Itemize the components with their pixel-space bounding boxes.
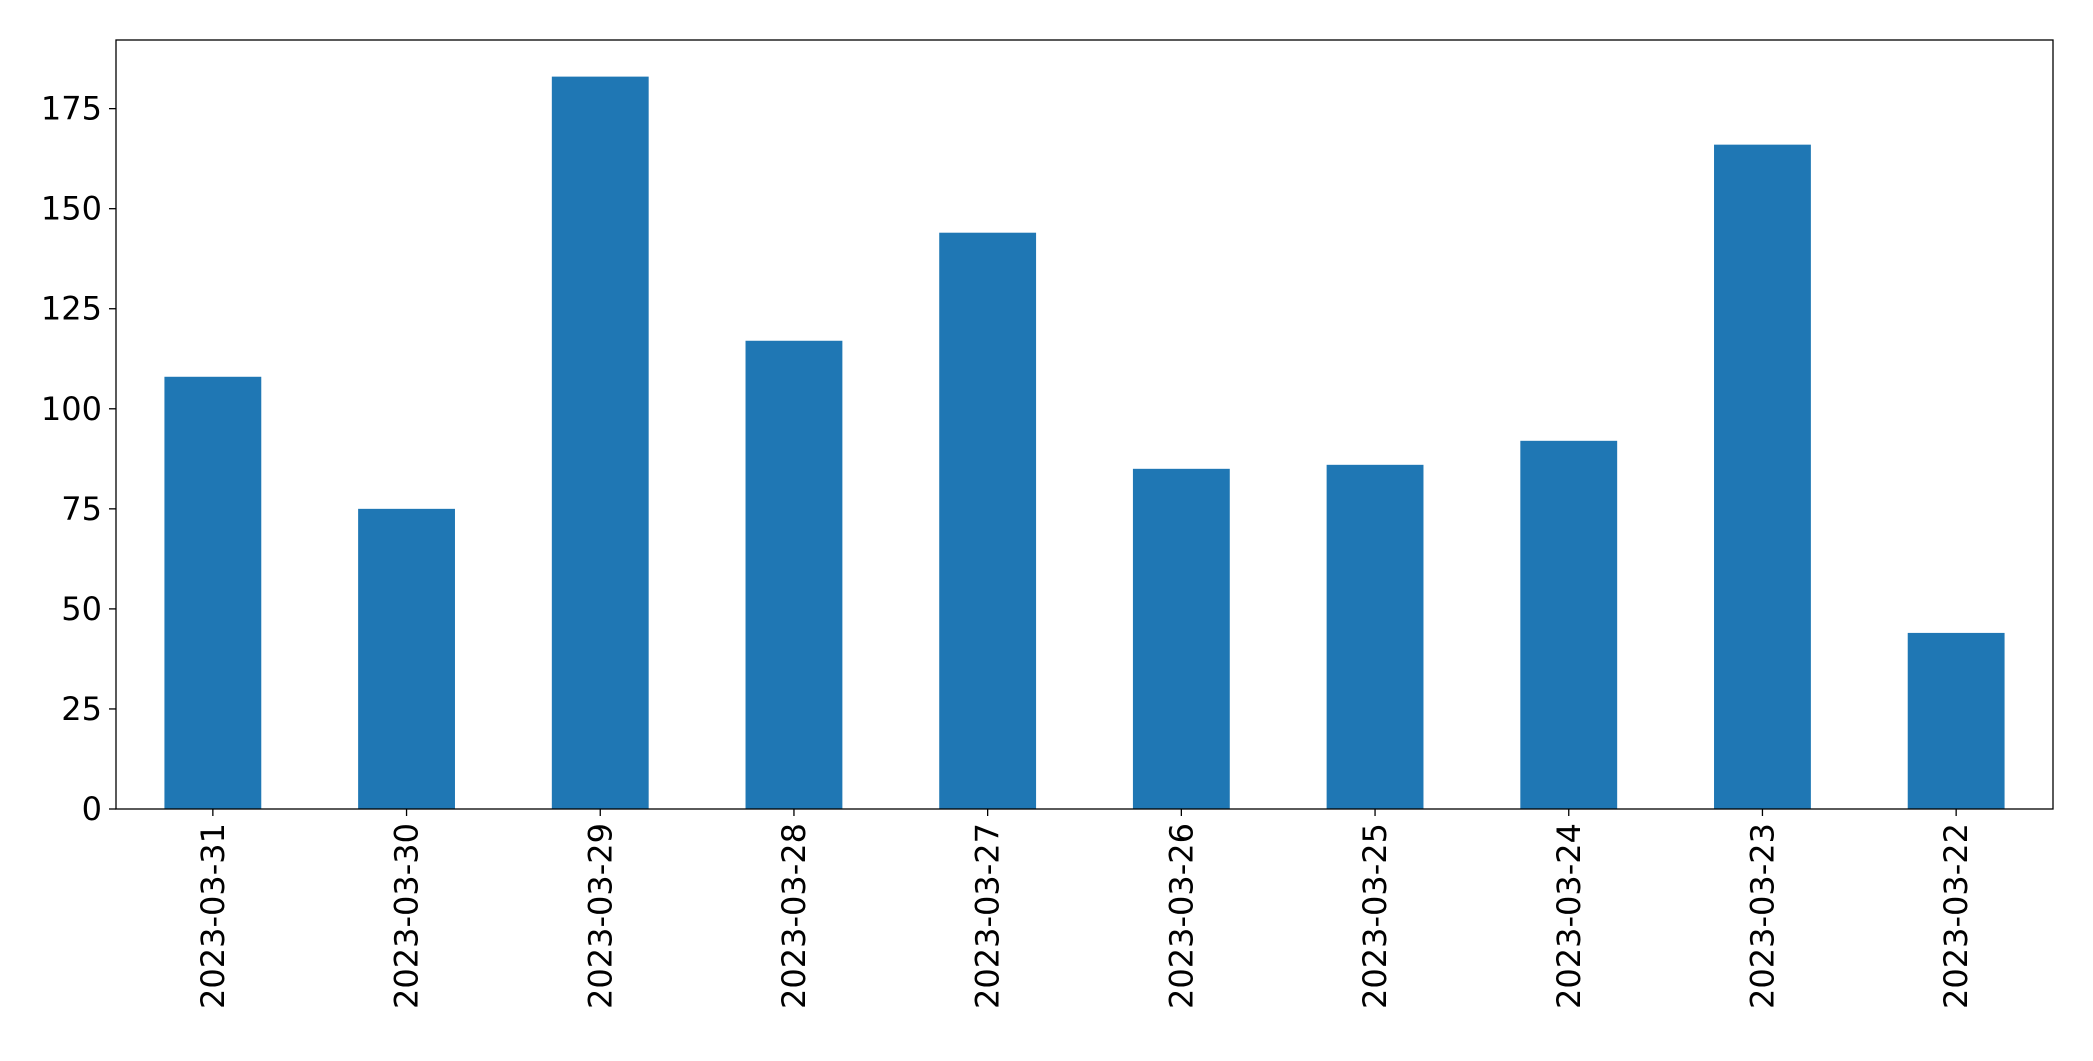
bar (939, 232, 1037, 809)
x-tick-label: 2023-03-30 (388, 823, 426, 1009)
bar (358, 508, 455, 809)
x-tick-label: 2023-03-29 (581, 823, 619, 1009)
x-tick-label: 2023-03-23 (1743, 823, 1781, 1009)
x-tick-label: 2023-03-25 (1356, 823, 1394, 1009)
y-tick-label: 175 (41, 90, 102, 128)
y-tick-label: 0 (82, 790, 102, 828)
x-tick-label: 2023-03-28 (775, 823, 813, 1009)
bar (1520, 440, 1618, 809)
bar (1132, 468, 1230, 809)
bar (551, 76, 649, 810)
bar (1907, 632, 2005, 809)
x-tick-label: 2023-03-31 (194, 823, 232, 1009)
y-tick-label: 75 (61, 490, 102, 528)
y-tick-label: 125 (41, 290, 102, 328)
y-tick-label: 50 (61, 590, 102, 628)
x-tick-label: 2023-03-26 (1162, 823, 1200, 1009)
plot-frame (115, 39, 2054, 810)
bar (745, 340, 843, 809)
bar (1714, 144, 1811, 810)
y-tick-label: 25 (61, 690, 102, 728)
y-tick-label: 100 (41, 390, 102, 428)
bar (1326, 464, 1424, 809)
bar (164, 376, 262, 809)
x-tick-label: 2023-03-22 (1937, 823, 1975, 1009)
y-tick-label: 150 (41, 190, 102, 228)
x-tick-label: 2023-03-27 (969, 823, 1007, 1009)
x-tick-label: 2023-03-24 (1550, 823, 1588, 1009)
